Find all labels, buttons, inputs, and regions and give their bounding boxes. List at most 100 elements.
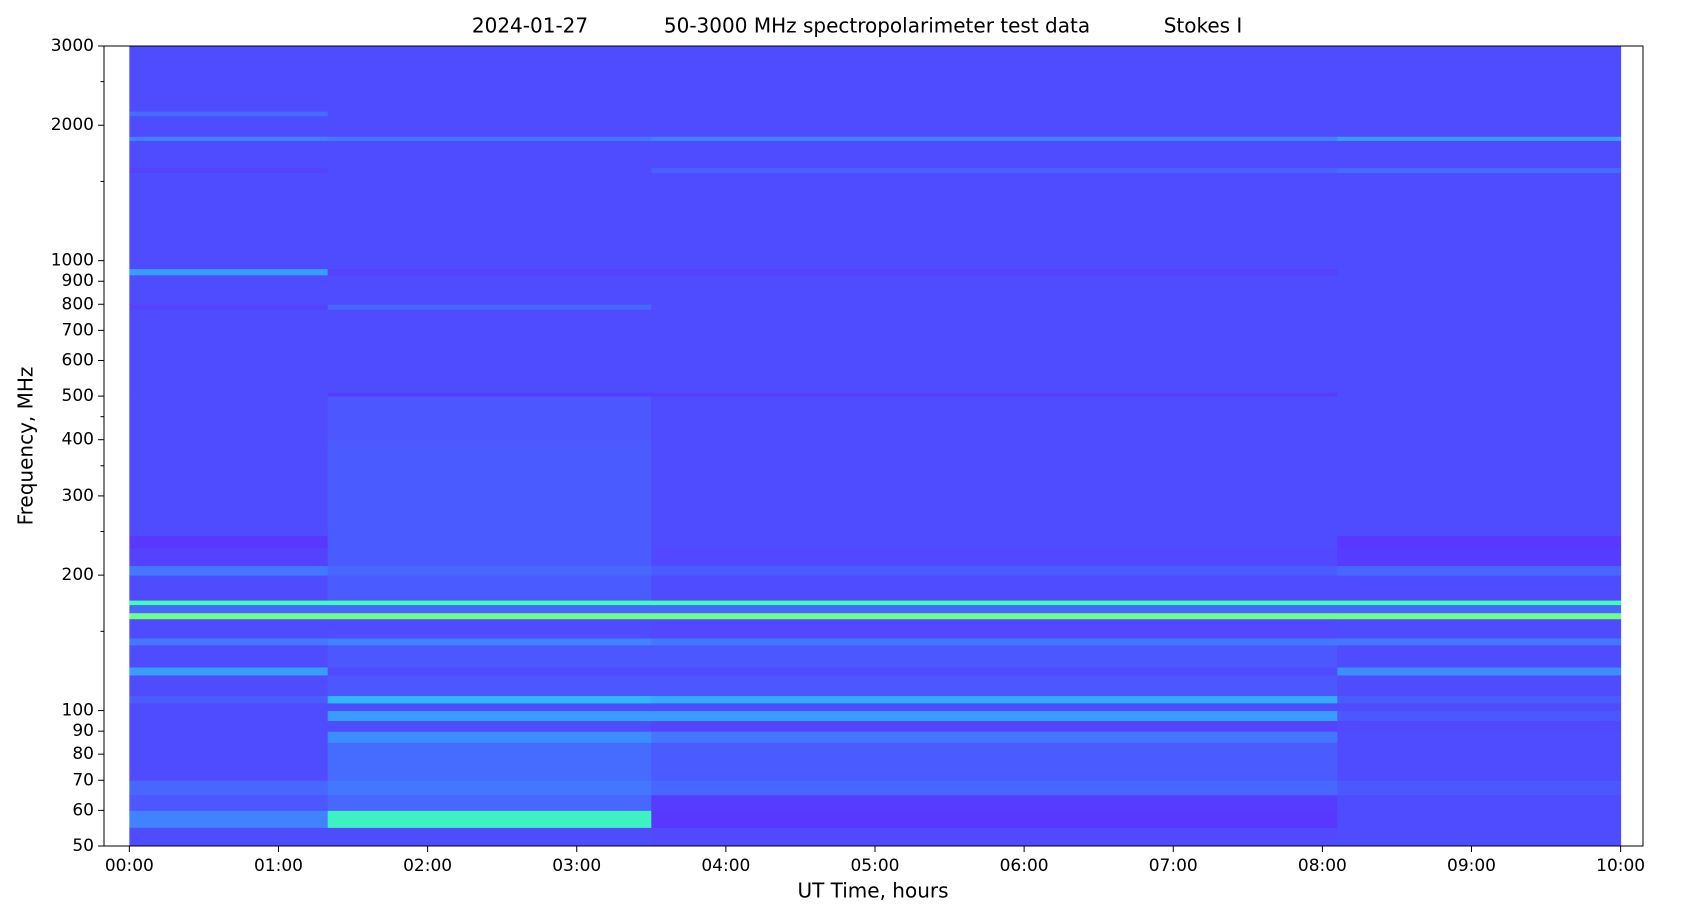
spectrogram-cell bbox=[651, 827, 1338, 847]
spectrogram-cell bbox=[1337, 695, 1622, 704]
spectrogram-cell bbox=[327, 111, 652, 117]
spectrogram-cell bbox=[129, 618, 329, 639]
spectrogram-cell bbox=[129, 731, 329, 743]
spectrogram-cell bbox=[651, 710, 1338, 722]
spectrogram-cell bbox=[327, 274, 652, 305]
x-tick-label: 10:00 bbox=[1596, 856, 1645, 876]
y-tick-label: 800 bbox=[62, 294, 94, 314]
spectrogram-cell bbox=[651, 309, 1338, 393]
spectrogram-cell bbox=[651, 547, 1338, 567]
spectrogram-cell bbox=[1337, 827, 1622, 847]
spectrogram-cell bbox=[651, 392, 1338, 397]
spectrogram-cell bbox=[129, 46, 329, 112]
spectrogram-cell bbox=[129, 268, 329, 276]
spectrogram-cell bbox=[129, 780, 329, 796]
spectrogram-cell bbox=[651, 731, 1338, 743]
spectrogram-cell bbox=[1337, 392, 1622, 397]
spectrogram-cell bbox=[129, 565, 329, 576]
y-tick-label: 500 bbox=[62, 386, 94, 406]
spectrogram-cell bbox=[327, 794, 652, 811]
spectrogram-cell bbox=[327, 644, 652, 668]
spectrogram-cell bbox=[327, 600, 652, 606]
x-tick-label: 02:00 bbox=[403, 856, 452, 876]
spectrogram-cell bbox=[129, 710, 329, 722]
spectrogram-cell bbox=[327, 535, 652, 549]
spectrogram-cell bbox=[327, 304, 652, 310]
y-tick-label: 1000 bbox=[51, 251, 94, 271]
spectrogram-cell bbox=[129, 172, 329, 270]
spectrogram-cell bbox=[327, 575, 652, 601]
spectrogram-cell bbox=[1337, 115, 1622, 137]
spectrogram-cell bbox=[327, 731, 652, 743]
spectrogram-cell bbox=[651, 46, 1338, 112]
y-tick-label: 50 bbox=[72, 836, 94, 856]
spectrogram-cell bbox=[1337, 268, 1622, 276]
spectrogram-cell bbox=[651, 396, 1338, 441]
spectrogram-cell bbox=[1337, 274, 1622, 305]
x-tick-label: 07:00 bbox=[1149, 856, 1198, 876]
plot-frame bbox=[103, 45, 1644, 847]
spectrogram-cell bbox=[1337, 167, 1622, 174]
spectrogram bbox=[129, 46, 1622, 847]
spectrogram-cell bbox=[129, 535, 329, 549]
x-tick-label: 09:00 bbox=[1447, 856, 1496, 876]
spectrogram-cell bbox=[129, 140, 329, 169]
spectrogram-cell bbox=[651, 612, 1338, 620]
spectrogram-cell bbox=[129, 167, 329, 174]
spectrogram-cell bbox=[1337, 644, 1622, 668]
spectrogram-cell bbox=[651, 140, 1338, 169]
spectrogram-cell bbox=[1337, 618, 1622, 639]
spectrogram-cell bbox=[129, 742, 329, 781]
spectrogram-cell bbox=[129, 575, 329, 601]
spectrogram-cell bbox=[651, 810, 1338, 828]
spectrogram-cell bbox=[1337, 604, 1622, 614]
spectrogram-cell bbox=[651, 274, 1338, 305]
spectrogram-cell bbox=[327, 565, 652, 576]
spectrogram-cell bbox=[651, 600, 1338, 606]
spectrogram-cell bbox=[1337, 780, 1622, 796]
spectrogram-cell bbox=[1337, 111, 1622, 117]
x-tick-label: 08:00 bbox=[1298, 856, 1347, 876]
spectrogram-cell bbox=[327, 136, 652, 141]
spectrogram-cell bbox=[327, 604, 652, 614]
spectrogram-cell bbox=[651, 115, 1338, 137]
x-tick-label: 00:00 bbox=[105, 856, 154, 876]
spectrogram-cell bbox=[129, 439, 329, 536]
spectrogram-cell bbox=[129, 136, 329, 141]
spectrogram-cell bbox=[651, 702, 1338, 712]
spectrogram-cell bbox=[651, 720, 1338, 732]
spectrogram-cell bbox=[651, 172, 1338, 270]
spectrogram-cell bbox=[1337, 172, 1622, 270]
spectrogram-cell bbox=[327, 674, 652, 697]
spectrogram-cell bbox=[327, 167, 652, 174]
spectrogram-cell bbox=[129, 827, 329, 847]
spectrogram-cell bbox=[1337, 309, 1622, 393]
spectrogram-cell bbox=[129, 794, 329, 811]
spectrogram-cell bbox=[1337, 666, 1622, 676]
chart-title: Stokes I bbox=[1164, 14, 1243, 38]
y-tick-label: 200 bbox=[62, 565, 94, 585]
spectrogram-cell bbox=[1337, 731, 1622, 743]
spectrogram-cell bbox=[129, 547, 329, 567]
spectrogram-cell bbox=[327, 439, 652, 536]
spectrogram-cell bbox=[129, 720, 329, 732]
spectrogram-cell bbox=[327, 666, 652, 676]
spectrogram-cell bbox=[1337, 600, 1622, 606]
spectrogram-cell bbox=[327, 810, 652, 828]
spectrogram-cell bbox=[651, 644, 1338, 668]
spectrogram-cell bbox=[129, 274, 329, 305]
spectrogram-cell bbox=[1337, 439, 1622, 536]
spectrogram-cell bbox=[651, 742, 1338, 781]
spectrogram-cell bbox=[129, 111, 329, 117]
spectrogram-cell bbox=[1337, 396, 1622, 441]
y-tick-label: 80 bbox=[72, 744, 94, 764]
spectrogram-cell bbox=[1337, 565, 1622, 576]
spectrogram-cell bbox=[651, 604, 1338, 614]
y-tick-label: 700 bbox=[62, 320, 94, 340]
spectrogram-cell bbox=[1337, 612, 1622, 620]
spectrogram-cell bbox=[129, 637, 329, 646]
x-tick-label: 01:00 bbox=[254, 856, 303, 876]
spectrogram-cell bbox=[129, 304, 329, 310]
spectrogram-cell bbox=[129, 604, 329, 614]
